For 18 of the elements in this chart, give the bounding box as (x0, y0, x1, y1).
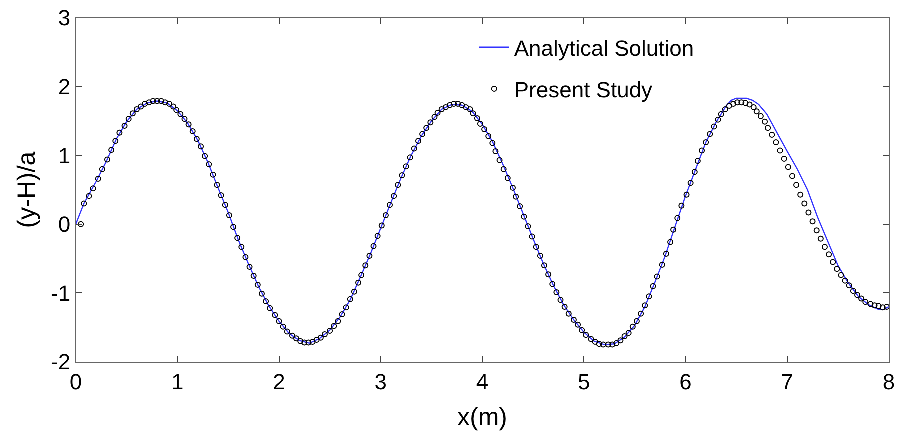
x-tick-label: 3 (374, 369, 388, 394)
x-tick-label: 7 (781, 369, 794, 394)
y-tick-label: 0 (58, 212, 71, 238)
x-tick-label: 1 (172, 369, 184, 394)
y-axis-title: (y-H)/a (12, 152, 41, 228)
x-tick-label: 4 (476, 369, 489, 394)
y-tick-label: 3 (58, 6, 71, 31)
y-tick-label: 1 (58, 143, 71, 168)
y-tick-label: -2 (51, 350, 71, 375)
legend-label: Analytical Solution (514, 36, 694, 61)
x-tick-label: 6 (680, 369, 692, 394)
y-tick-label: -1 (51, 280, 71, 306)
x-axis-title: x(m) (458, 403, 508, 432)
x-tick-label: 5 (578, 369, 590, 394)
x-tick-label: 8 (882, 369, 896, 394)
y-tick-label: 2 (58, 74, 71, 100)
legend-label: Present Study (514, 78, 653, 103)
x-tick-label: 2 (273, 369, 286, 394)
